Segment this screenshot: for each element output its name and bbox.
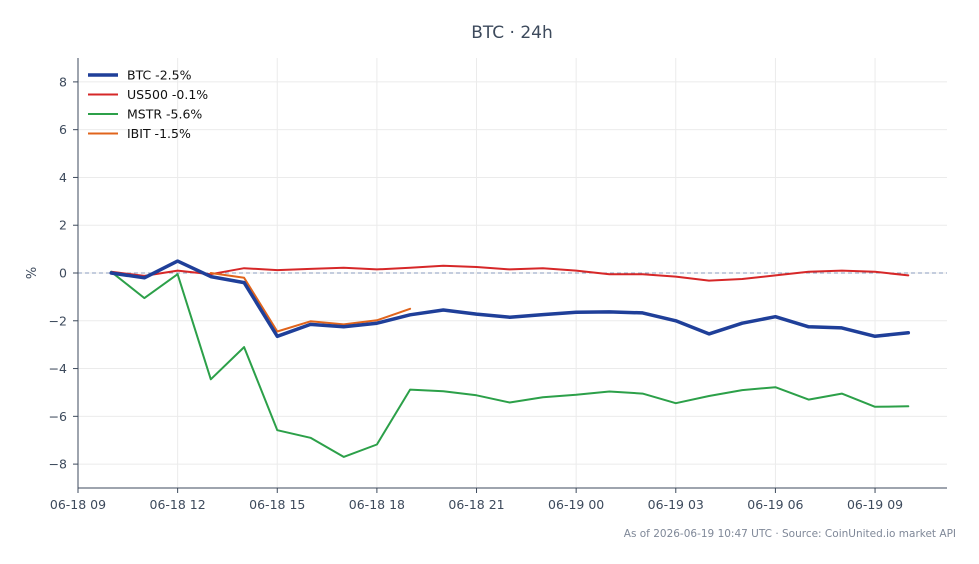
legend-label: BTC -2.5% (127, 68, 192, 83)
series-line-mstr (110, 270, 910, 458)
series-line-btc (109, 259, 911, 339)
chart-title: BTC · 24h (471, 23, 553, 43)
series-lines (109, 259, 911, 458)
x-tick-label: 06-18 21 (448, 497, 504, 512)
x-tick-label: 06-19 09 (847, 497, 903, 512)
y-tick-label: 8 (59, 74, 67, 89)
source-footnote: As of 2026-06-19 10:47 UTC · Source: Coi… (623, 528, 956, 540)
y-tick-label: 0 (59, 266, 67, 281)
legend: BTC -2.5% US500 -0.1% MSTR -5.6% IBIT -1.5% (88, 68, 208, 141)
legend-label: MSTR -5.6% (127, 107, 202, 122)
legend-label: US500 -0.1% (127, 87, 208, 102)
x-axis-ticks: 06-18 09 06-18 12 06-18 15 06-18 18 06-18 21… (50, 488, 903, 512)
x-tick-label: 06-18 18 (349, 497, 405, 512)
y-tick-label: 4 (59, 170, 67, 185)
x-tick-label: 06-19 03 (648, 497, 704, 512)
y-tick-label: 6 (59, 122, 67, 137)
y-tick-label: 2 (59, 218, 67, 233)
y-tick-label: −8 (49, 457, 67, 472)
x-tick-label: 06-18 12 (150, 497, 206, 512)
y-tick-label: −2 (49, 313, 67, 328)
series-line-ibit (209, 272, 412, 333)
x-tick-label: 06-19 00 (548, 497, 604, 512)
y-axis-label: % (25, 267, 40, 279)
y-tick-label: −4 (49, 361, 67, 376)
x-tick-label: 06-18 09 (50, 497, 106, 512)
y-tick-label: −6 (49, 409, 67, 424)
x-tick-label: 06-19 06 (747, 497, 803, 512)
y-axis-ticks: −8 −6 −4 −2 0 2 4 6 8 (49, 74, 78, 472)
legend-label: IBIT -1.5% (127, 126, 191, 141)
x-tick-label: 06-18 15 (249, 497, 305, 512)
series-line-us500 (110, 264, 910, 282)
